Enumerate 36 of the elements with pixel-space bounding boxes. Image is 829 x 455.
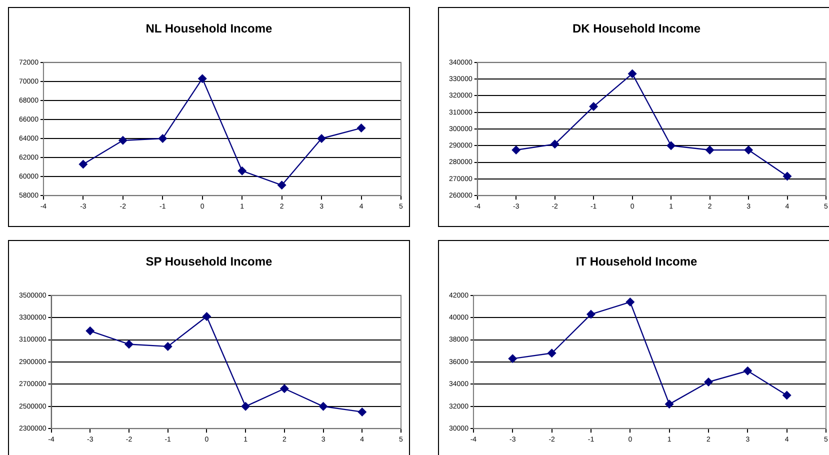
point xyxy=(163,342,172,351)
point xyxy=(704,377,713,386)
point xyxy=(198,74,207,84)
chart-title: DK Household Income xyxy=(572,22,701,36)
point xyxy=(547,348,556,358)
point xyxy=(782,172,792,181)
point xyxy=(508,354,518,364)
point xyxy=(782,390,792,400)
point xyxy=(241,402,250,411)
point xyxy=(318,402,328,411)
point xyxy=(202,312,212,321)
point xyxy=(512,145,521,154)
point xyxy=(743,366,752,376)
point xyxy=(317,134,326,144)
point xyxy=(664,400,674,409)
point xyxy=(118,136,128,145)
point xyxy=(277,180,286,190)
point xyxy=(356,124,366,133)
point xyxy=(744,145,754,154)
point xyxy=(358,407,367,416)
point xyxy=(589,102,598,112)
point xyxy=(86,326,95,336)
point xyxy=(550,140,560,149)
point xyxy=(626,298,635,307)
point xyxy=(666,141,676,150)
point xyxy=(586,310,596,319)
point xyxy=(238,166,247,176)
point xyxy=(158,134,168,144)
chart-title: IT Household Income xyxy=(576,254,698,269)
chart-title: NL Household Income xyxy=(146,22,273,36)
point xyxy=(124,340,134,349)
point xyxy=(628,69,637,78)
point xyxy=(78,160,88,169)
point xyxy=(705,145,714,154)
point xyxy=(280,384,289,394)
chart-title: SP Household Income xyxy=(146,254,273,269)
